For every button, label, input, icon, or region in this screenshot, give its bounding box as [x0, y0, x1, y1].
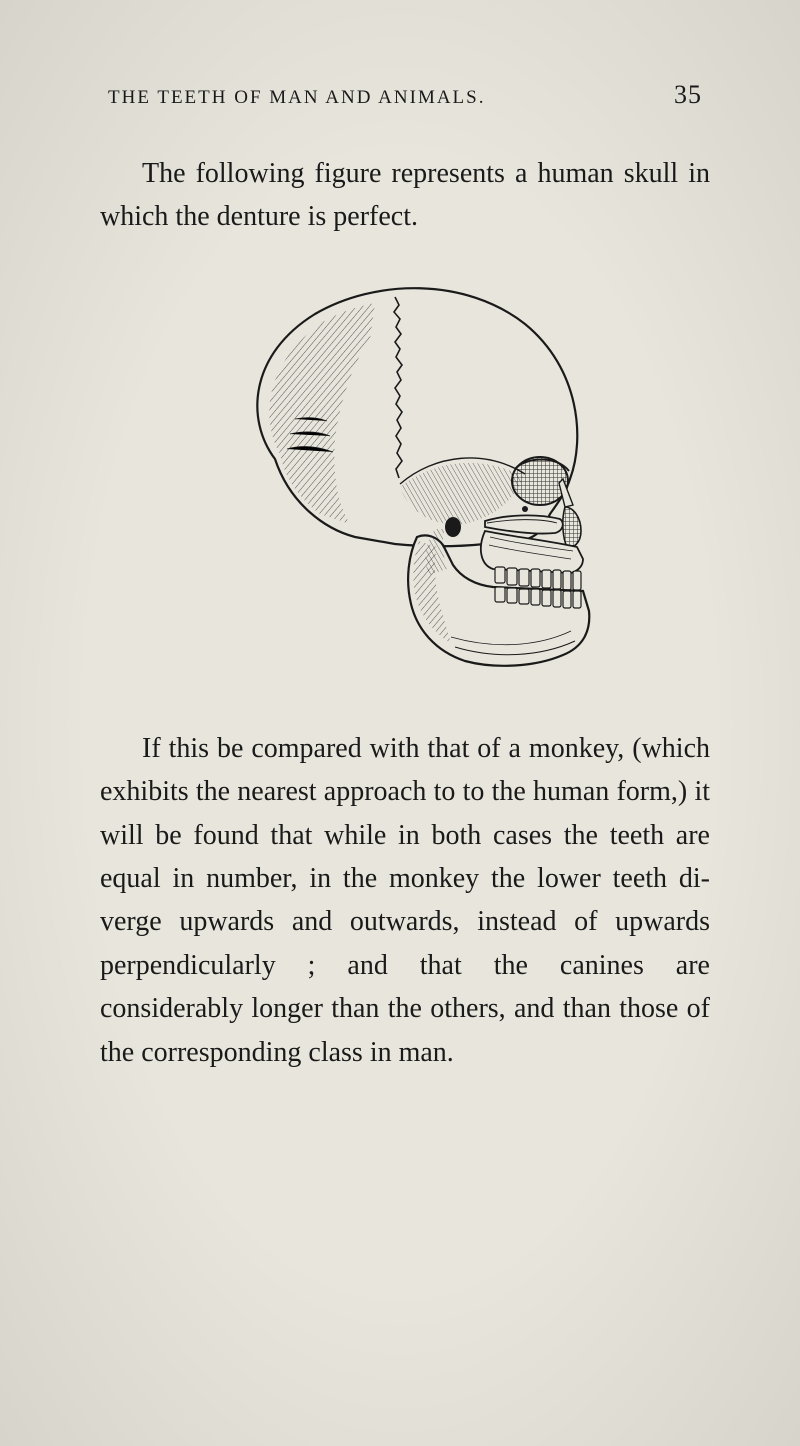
upper-teeth: [495, 567, 581, 590]
paragraph-intro: The following figure represents a human …: [100, 152, 710, 239]
running-header: THE TEETH OF MAN AND ANIMALS. 35: [100, 80, 710, 110]
auditory-meatus: [445, 517, 461, 537]
page-container: THE TEETH OF MAN AND ANIMALS. 35 The fol…: [0, 0, 800, 1134]
nasal-aperture: [563, 507, 581, 547]
skull-engraving-svg: [185, 269, 625, 689]
running-title: THE TEETH OF MAN AND ANIMALS.: [108, 87, 485, 109]
page-number: 35: [674, 80, 702, 110]
detail-dot: [522, 506, 528, 512]
paragraph-comparison: If this be compared with that of a mon­k…: [100, 727, 710, 1074]
figure-skull: [100, 269, 710, 689]
